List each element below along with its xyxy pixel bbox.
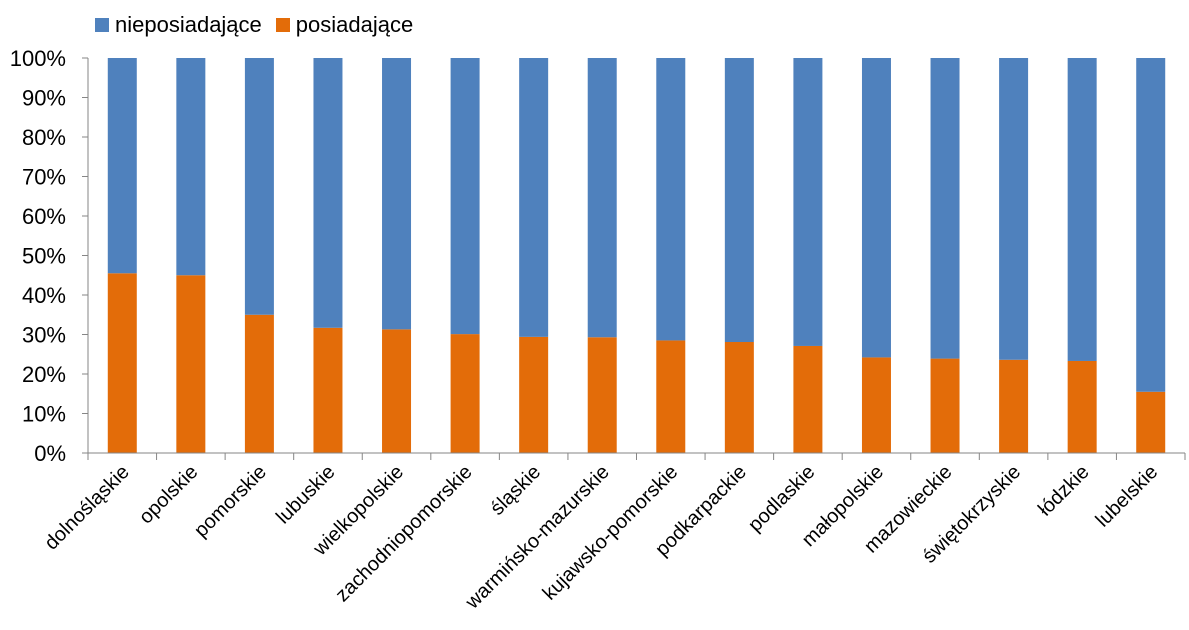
x-tick-label-1: opolskie bbox=[135, 461, 202, 528]
y-tick-label-6: 60% bbox=[22, 204, 66, 229]
bar-posiadajace-6 bbox=[519, 336, 549, 453]
bar-nieposiadajace-7 bbox=[587, 58, 617, 338]
y-tick-label-10: 100% bbox=[10, 46, 66, 71]
bar-nieposiadajace-15 bbox=[1136, 58, 1166, 392]
y-tick-label-3: 30% bbox=[22, 323, 66, 348]
bar-posiadajace-2 bbox=[244, 314, 274, 453]
bar-nieposiadajace-10 bbox=[793, 58, 823, 346]
legend-swatch-nieposiadajace bbox=[95, 18, 109, 32]
y-tick-label-9: 90% bbox=[22, 86, 66, 111]
bar-posiadajace-15 bbox=[1136, 391, 1166, 453]
bar-posiadajace-4 bbox=[382, 329, 412, 453]
bar-posiadajace-13 bbox=[999, 359, 1029, 453]
legend-label-posiadajace: posiadające bbox=[295, 12, 414, 37]
x-tick-label-0: dolnośląskie bbox=[40, 461, 133, 554]
bar-posiadajace-3 bbox=[313, 327, 343, 453]
x-tick-label-2: pomorskie bbox=[190, 461, 271, 542]
y-tick-label-4: 40% bbox=[22, 283, 66, 308]
legend-swatch-posiadajace bbox=[275, 18, 290, 32]
x-tick-label-8: kujawsko-pomorskie bbox=[539, 461, 683, 605]
y-tick-label-7: 70% bbox=[22, 165, 66, 190]
x-tick-label-15: lubelskie bbox=[1092, 461, 1163, 532]
y-tick-label-5: 50% bbox=[22, 244, 66, 269]
legend-label-nieposiadajace: nieposiadające bbox=[115, 12, 262, 37]
bar-posiadajace-14 bbox=[1067, 360, 1097, 453]
bar-posiadajace-7 bbox=[587, 337, 617, 453]
bar-posiadajace-9 bbox=[724, 342, 754, 453]
bar-posiadajace-1 bbox=[176, 275, 206, 453]
x-tick-label-6: śląskie bbox=[486, 461, 545, 520]
bar-posiadajace-12 bbox=[930, 358, 960, 453]
bar-nieposiadajace-2 bbox=[244, 58, 274, 315]
y-tick-label-2: 20% bbox=[22, 362, 66, 387]
bar-nieposiadajace-8 bbox=[656, 58, 686, 341]
bar-nieposiadajace-1 bbox=[176, 58, 206, 276]
bar-nieposiadajace-0 bbox=[107, 58, 137, 274]
x-tick-label-5: zachodniopomorskie bbox=[331, 461, 476, 606]
bar-posiadajace-5 bbox=[450, 334, 480, 453]
x-tick-label-3: lubuskie bbox=[272, 461, 339, 528]
bar-posiadajace-11 bbox=[861, 357, 891, 453]
bar-nieposiadajace-3 bbox=[313, 58, 343, 328]
legend-item-nieposiadajace: nieposiadające bbox=[95, 12, 262, 38]
bar-nieposiadajace-5 bbox=[450, 58, 480, 335]
x-tick-label-14: łódzkie bbox=[1034, 461, 1094, 521]
bar-nieposiadajace-13 bbox=[999, 58, 1029, 360]
bar-nieposiadajace-12 bbox=[930, 58, 960, 359]
y-tick-label-1: 10% bbox=[22, 402, 66, 427]
bar-posiadajace-10 bbox=[793, 345, 823, 453]
bar-nieposiadajace-9 bbox=[724, 58, 754, 343]
bar-posiadajace-8 bbox=[656, 340, 686, 453]
y-tick-label-0: 0% bbox=[34, 441, 66, 466]
bar-nieposiadajace-11 bbox=[861, 58, 891, 358]
legend-item-posiadajace: posiadające bbox=[275, 12, 414, 38]
y-tick-label-8: 80% bbox=[22, 125, 66, 150]
bar-nieposiadajace-14 bbox=[1067, 58, 1097, 361]
legend: nieposiadające posiadające bbox=[95, 10, 413, 40]
bar-nieposiadajace-4 bbox=[382, 58, 412, 330]
bar-nieposiadajace-6 bbox=[519, 58, 549, 337]
bar-posiadajace-0 bbox=[107, 273, 137, 453]
